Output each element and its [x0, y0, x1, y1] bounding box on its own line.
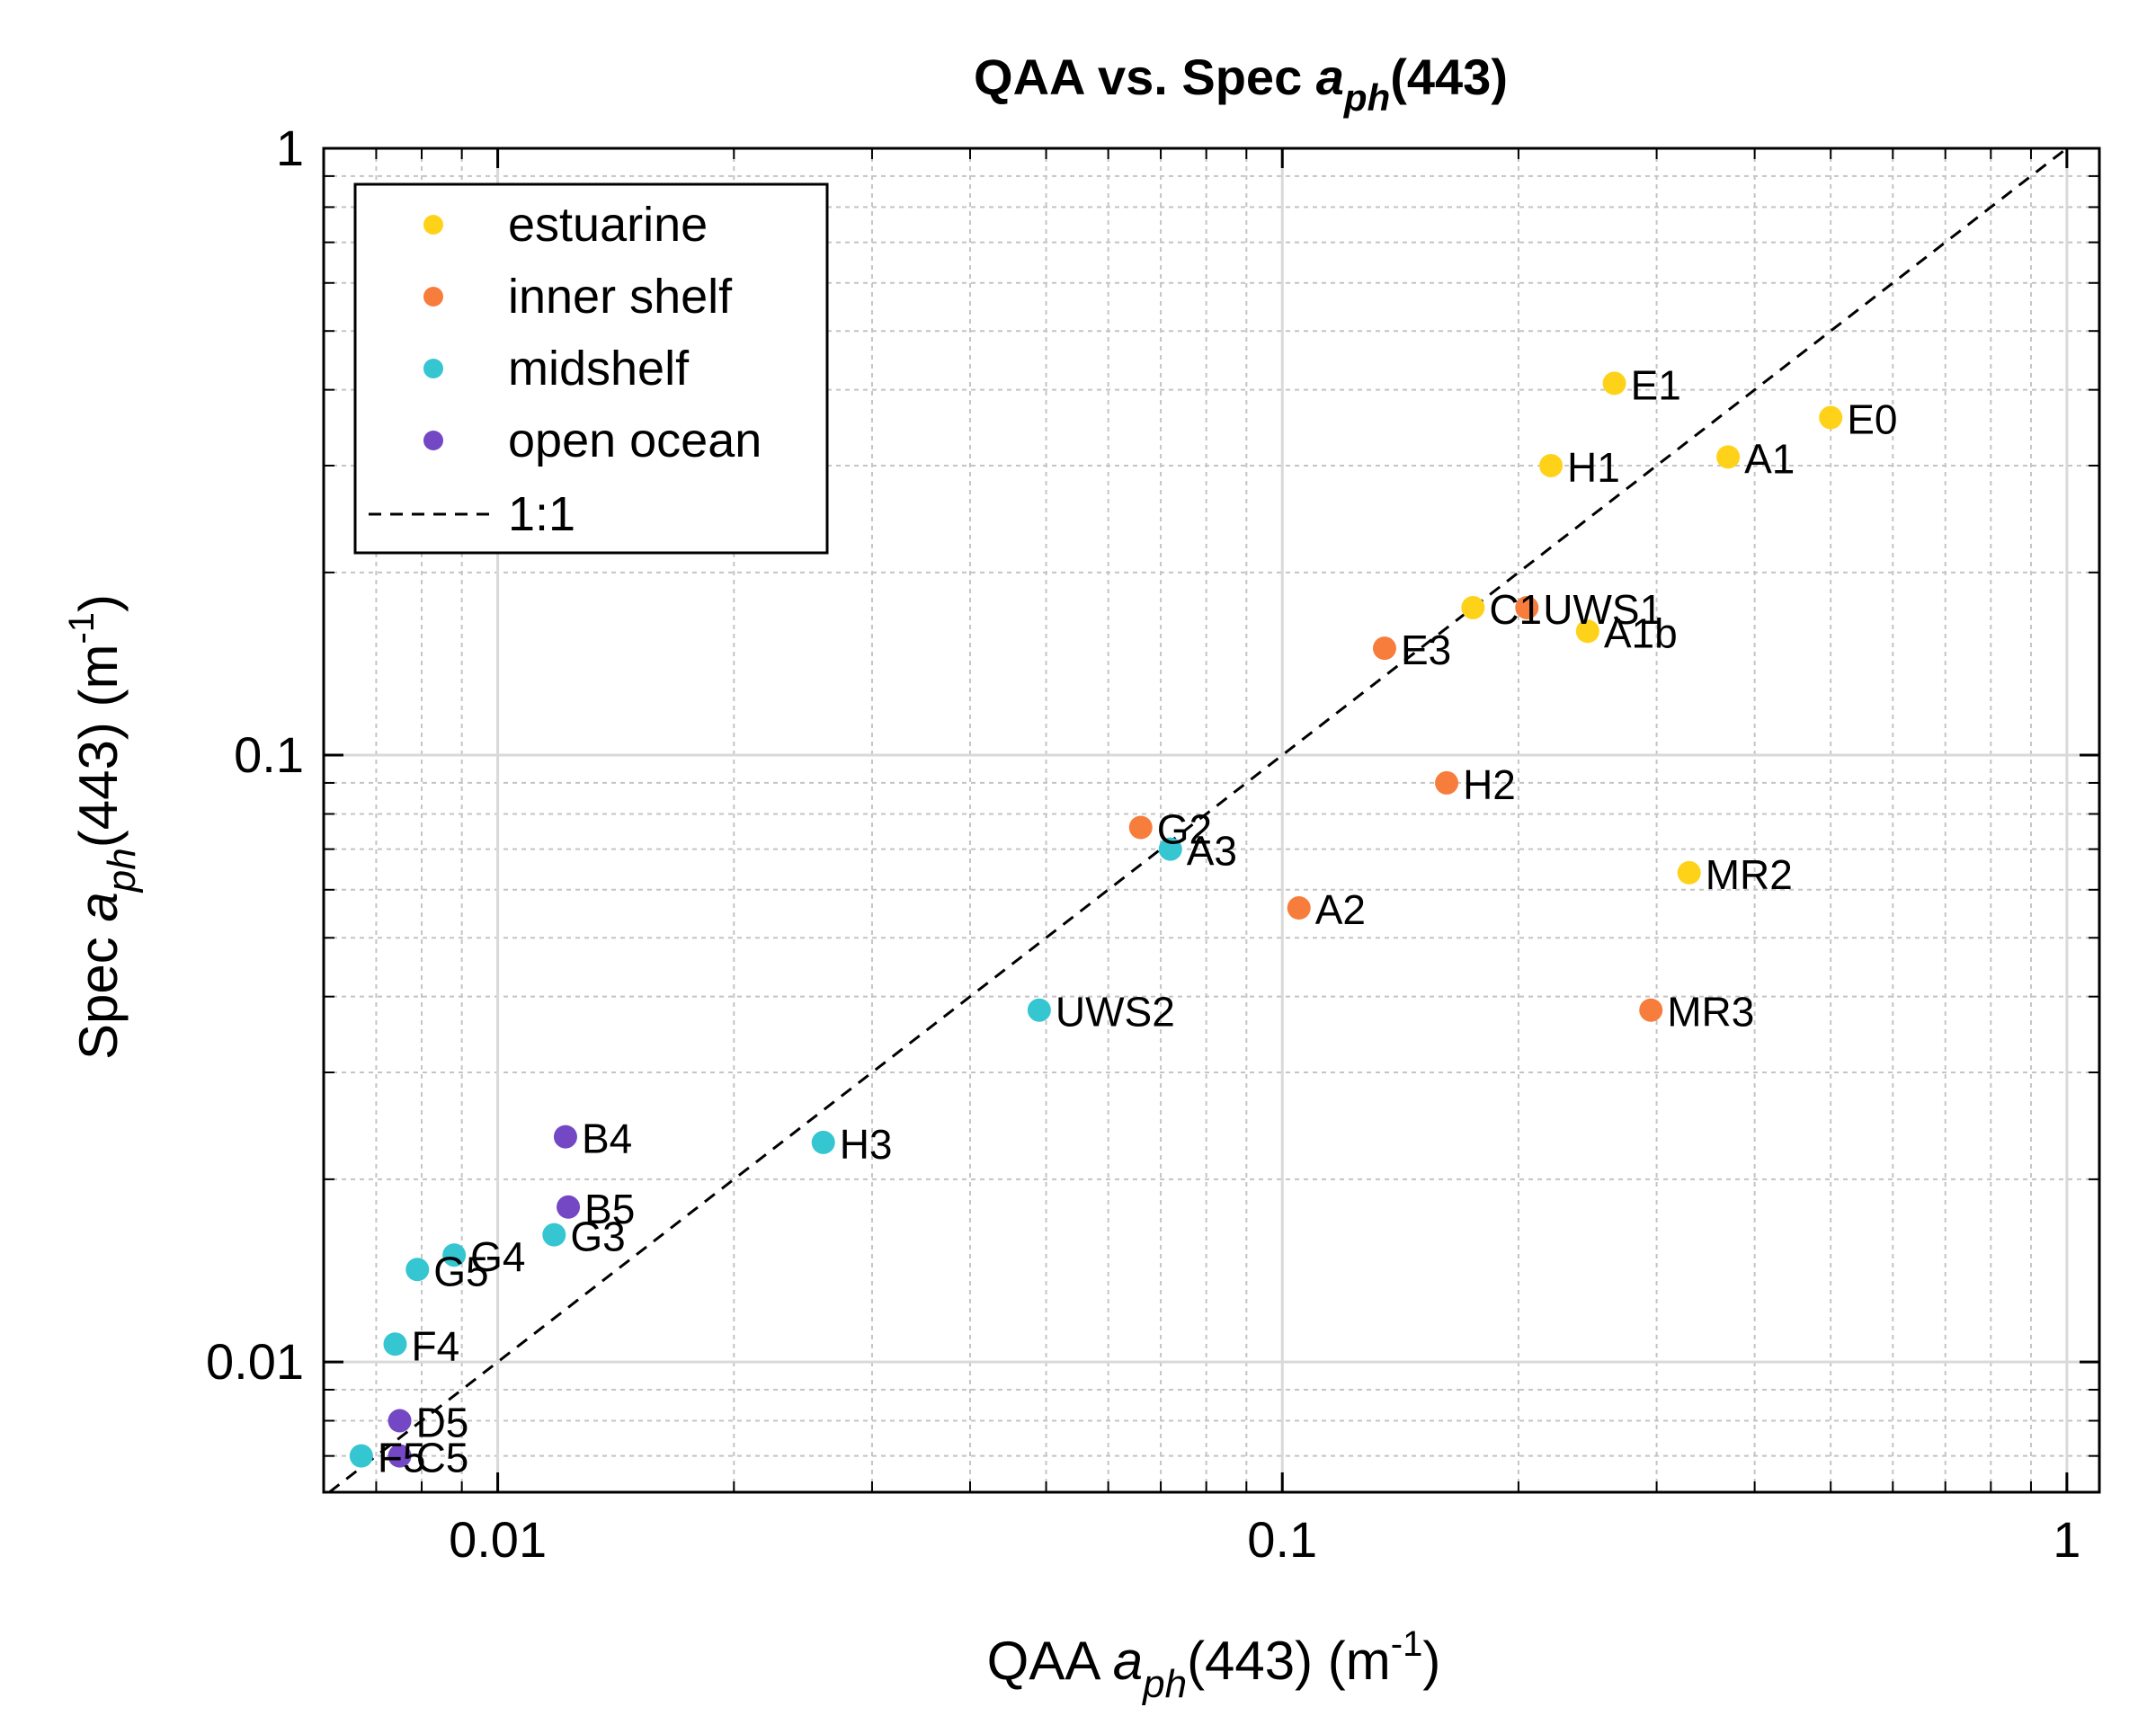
x-tick-label-0-01: 0.01	[449, 1511, 547, 1568]
title-sub: ph	[1343, 76, 1390, 119]
data-points	[349, 371, 1843, 1468]
point-label-b5: B5	[584, 1186, 635, 1232]
xlabel-mid: (443) (m	[1187, 1631, 1391, 1691]
data-point-g3	[542, 1223, 566, 1247]
data-point-mr3	[1639, 998, 1663, 1022]
data-point-g5	[405, 1258, 430, 1282]
point-labels: E1 E0 A1 H1 C1 A1b MR2 UWS1 E3 H2 G2 A2 MR3 A3 UWS2 H3 G…	[378, 361, 1898, 1481]
point-label-c5: C5	[416, 1435, 469, 1481]
data-point-e0	[1819, 405, 1843, 430]
title-tail: (443)	[1390, 49, 1508, 105]
data-point-uws2	[1027, 998, 1051, 1022]
title-main: QAA vs. Spec	[974, 49, 1316, 105]
point-label-g2: G2	[1157, 806, 1212, 853]
data-point-mr2	[1677, 860, 1701, 885]
ylabel-post: )	[68, 594, 129, 612]
point-label-g3: G3	[570, 1214, 625, 1260]
data-point-g4	[442, 1243, 467, 1267]
axis-ticks	[323, 147, 2099, 1492]
legend-marker-estuarine	[423, 215, 443, 235]
data-point-b4	[553, 1125, 577, 1149]
point-label-h3: H3	[840, 1121, 893, 1168]
data-point-h3	[811, 1130, 835, 1154]
ylabel-sub: ph	[100, 848, 144, 894]
xlabel-sup: -1	[1391, 1624, 1423, 1664]
data-point-a1b	[1575, 619, 1599, 644]
data-point-e3	[1372, 636, 1396, 661]
legend-marker-inner-shelf	[423, 287, 443, 307]
data-point-g2	[1128, 815, 1153, 840]
data-point-a3	[1158, 837, 1182, 861]
legend-label-inner-shelf: inner shelf	[508, 270, 733, 324]
point-label-mr2: MR2	[1706, 851, 1793, 898]
xlabel-post: )	[1422, 1631, 1440, 1691]
data-point-d5	[388, 1409, 412, 1433]
legend-label-one-to-one: 1:1	[508, 487, 575, 541]
xlabel-sub: ph	[1141, 1662, 1187, 1706]
data-point-uws1	[1515, 595, 1539, 619]
point-label-g5: G5	[433, 1248, 488, 1294]
point-label-h2: H2	[1463, 761, 1516, 808]
tick-labels: 0.01 0.1 1 0.01 0.1 1	[206, 120, 2080, 1568]
data-point-c5	[388, 1444, 412, 1468]
legend-label-open-ocean: open ocean	[508, 413, 762, 467]
point-label-b4: B4	[582, 1116, 632, 1162]
data-point-f4	[383, 1332, 407, 1356]
point-label-e1: E1	[1631, 361, 1681, 408]
y-tick-label-0-01: 0.01	[206, 1333, 304, 1390]
legend-marker-midshelf	[423, 359, 443, 378]
point-label-f5: F5	[378, 1435, 426, 1481]
point-label-h1: H1	[1567, 444, 1620, 491]
x-axis-label: QAA aph(443) (m-1)	[987, 1624, 1441, 1706]
data-point-e1	[1602, 371, 1626, 396]
point-label-e3: E3	[1401, 627, 1451, 673]
data-point-b5	[557, 1195, 581, 1219]
plot-frame	[322, 147, 2101, 1494]
ylabel-var: a	[68, 892, 129, 921]
legend: estuarine inner shelf midshelf open ocea…	[353, 182, 829, 555]
point-label-e0: E0	[1847, 396, 1897, 443]
point-label-a1: A1	[1744, 435, 1795, 482]
point-label-a3: A3	[1187, 828, 1237, 875]
point-label-uws2: UWS2	[1056, 989, 1175, 1036]
point-label-uws1: UWS1	[1543, 586, 1662, 633]
point-label-g4: G4	[470, 1233, 525, 1280]
x-tick-label-0-1: 0.1	[1247, 1511, 1317, 1568]
point-label-a1b: A1b	[1604, 609, 1678, 656]
ylabel-pre: Spec	[68, 922, 129, 1060]
chart-title: QAA vs. Spec aph(443)	[974, 49, 1508, 119]
data-point-c1	[1461, 595, 1485, 619]
point-label-d5: D5	[416, 1400, 469, 1446]
point-label-f4: F4	[411, 1322, 459, 1369]
point-label-a2: A2	[1315, 886, 1366, 933]
legend-marker-open-ocean	[423, 431, 443, 450]
x-tick-label-1: 1	[2053, 1511, 2080, 1568]
y-tick-label-0-1: 0.1	[234, 726, 304, 783]
legend-label-midshelf: midshelf	[508, 342, 690, 396]
title-var: a	[1316, 49, 1344, 105]
data-point-a2	[1287, 896, 1311, 920]
y-axis-label: Spec aph(443) (m-1)	[62, 594, 144, 1060]
point-label-c1: C1	[1489, 586, 1542, 633]
point-label-mr3: MR3	[1667, 989, 1754, 1036]
xlabel-pre: QAA	[987, 1631, 1113, 1691]
data-point-h2	[1435, 770, 1459, 795]
ylabel-sup: -1	[62, 612, 102, 645]
data-point-a1	[1716, 445, 1741, 469]
data-point-h1	[1539, 453, 1564, 477]
data-point-f5	[349, 1444, 373, 1468]
ylabel-mid: (443) (m	[68, 645, 129, 849]
y-tick-label-1: 1	[276, 120, 304, 176]
xlabel-var: a	[1113, 1631, 1143, 1691]
legend-label-estuarine: estuarine	[508, 198, 708, 252]
